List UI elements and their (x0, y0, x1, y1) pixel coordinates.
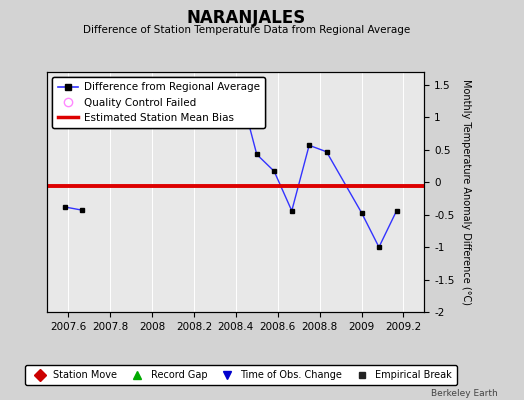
Text: Difference of Station Temperature Data from Regional Average: Difference of Station Temperature Data f… (83, 25, 410, 35)
Legend: Station Move, Record Gap, Time of Obs. Change, Empirical Break: Station Move, Record Gap, Time of Obs. C… (25, 366, 457, 385)
Text: Berkeley Earth: Berkeley Earth (431, 389, 498, 398)
Y-axis label: Monthly Temperature Anomaly Difference (°C): Monthly Temperature Anomaly Difference (… (461, 79, 471, 305)
Text: NARANJALES: NARANJALES (187, 9, 306, 27)
Legend: Difference from Regional Average, Quality Control Failed, Estimated Station Mean: Difference from Regional Average, Qualit… (52, 77, 265, 128)
